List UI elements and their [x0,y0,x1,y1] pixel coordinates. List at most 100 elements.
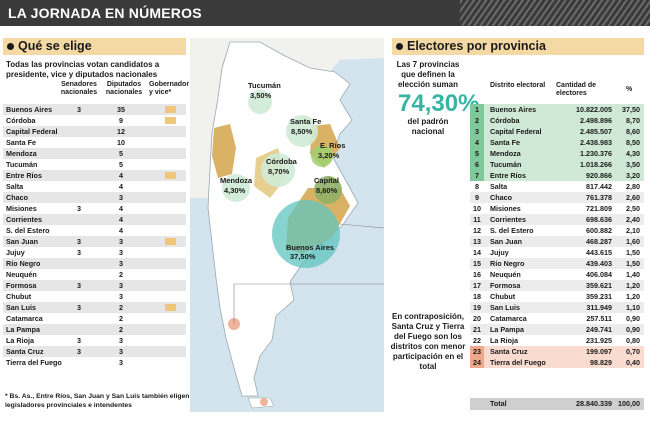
diputados-count: 4 [119,215,123,224]
map-label-value: 37,50% [290,252,316,261]
col-header-pct: % [626,86,633,93]
elector-pct: 1,40 [626,270,640,279]
province-name: Chaco [6,193,28,202]
table-row: Capital Federal 12 [3,126,186,137]
rank-number: 14 [473,248,481,257]
diputados-count: 2 [119,325,123,334]
total-label: Total [490,399,507,408]
elector-pct: 0,70 [626,347,640,356]
elector-pct: 3,50 [626,160,640,169]
district-name: Mendoza [490,149,521,158]
page-title: LA JORNADA EN NÚMEROS [8,5,202,21]
elector-count: 98.829 [590,358,612,367]
district-name: Córdoba [490,116,520,125]
elector-pct: 0,90 [626,325,640,334]
diputados-count: 3 [119,347,123,356]
elector-pct: 8,70 [626,116,640,125]
table-row: S. del Estero 4 [3,225,186,236]
district-name: Corrientes [490,215,526,224]
table-row: 6 Tucumán 1.018.266 3,50 [470,159,644,170]
elector-pct: 2,50 [626,204,640,213]
connector-line [233,283,384,324]
elector-count: 817.442 [586,182,612,191]
senadores-count: 3 [77,248,81,257]
table-row: Córdoba 9 [3,115,186,126]
province-name: Salta [6,182,24,191]
col-header-distrito: Distrito electoral [490,82,546,89]
table-row: 7 Entre Ríos 920.866 3,20 [470,170,644,181]
elector-count: 231.925 [586,336,612,345]
diputados-count: 3 [119,248,123,257]
table-row: Buenos Aires 3 35 [3,104,186,115]
map-label-name: Buenos Aires [286,243,334,252]
table-row: 9 Chaco 761.378 2,60 [470,192,644,203]
map-label-value: 3,50% [250,91,272,100]
table-row: Santa Fe 10 [3,137,186,148]
province-name: San Luis [6,303,36,312]
rank-number: 18 [473,292,481,301]
big-percentage: 74,30% [398,90,480,117]
table-row: 15 Río Negro 439.403 1,50 [470,258,644,269]
table-row: Mendoza 5 [3,148,186,159]
elector-pct: 8,50 [626,138,640,147]
table-row: 4 Santa Fe 2.438.983 8,50 [470,137,644,148]
table-row: 17 Formosa 359.621 1,20 [470,280,644,291]
diputados-count: 3 [119,336,123,345]
col-header-cantidad: Cantidad de electores [556,82,597,97]
senadores-count: 3 [77,336,81,345]
cordoba-circle [261,153,295,187]
table-row: San Luis 3 2 [3,302,186,313]
elector-pct: 0,80 [626,336,640,345]
table-row: 1 Buenos Aires 10.822.005 37,50 [470,104,644,115]
rank-number: 2 [470,115,484,126]
district-name: San Juan [490,237,522,246]
diputados-count: 35 [117,105,125,114]
diputados-count: 4 [119,204,123,213]
total-count: 28.840.339 [576,399,612,408]
elector-pct: 2,60 [626,193,640,202]
table-row: Formosa 3 3 [3,280,186,291]
table-row: Jujuy 3 3 [3,247,186,258]
diputados-count: 3 [119,193,123,202]
table-row: La Rioja 3 3 [3,335,186,346]
rank-number: 16 [473,270,481,279]
map-label-value: 4,30% [224,186,246,195]
table-row: 8 Salta 817.442 2,80 [470,181,644,192]
elector-pct: 3,20 [626,171,640,180]
rank-number: 12 [473,226,481,235]
rank-number: 17 [473,281,481,290]
senadores-count: 3 [77,237,81,246]
elector-pct: 1,50 [626,259,640,268]
district-name: S. del Estero [490,226,534,235]
senadores-count: 3 [77,281,81,290]
district-name: Tucumán [490,160,522,169]
rank-number: 10 [473,204,481,213]
table-row: 10 Misiones 721.809 2,50 [470,203,644,214]
diputados-count: 3 [119,292,123,301]
elector-pct: 1,20 [626,292,640,301]
argentina-map: Tucumán 3,50% Santa Fe 8,50% E. Ríos 3,2… [190,38,384,412]
diputados-count: 12 [117,127,125,136]
map-label-name: Mendoza [220,176,253,185]
district-name: Neuquén [490,270,521,279]
elector-count: 443.615 [586,248,612,257]
lead-text-2: del padrón nacional [407,117,449,136]
province-name: Formosa [6,281,37,290]
province-name: Jujuy [6,248,25,257]
map-label-value: 3,20% [318,151,340,160]
table-row: 14 Jujuy 443.615 1,50 [470,247,644,258]
bullet-icon [7,43,14,50]
elector-pct: 4,30 [626,149,640,158]
rank-number: 4 [470,137,484,148]
table-row: 19 San Luis 311.949 1,10 [470,302,644,313]
rank-number: 15 [473,259,481,268]
mendoza-circle [222,174,250,202]
elector-pct: 1,10 [626,303,640,312]
senadores-count: 3 [77,204,81,213]
map-label-name: Córdoba [266,157,298,166]
elector-pct: 2,10 [626,226,640,235]
district-name: Tierra del Fuego [490,358,546,367]
map-svg: Tucumán 3,50% Santa Fe 8,50% E. Ríos 3,2… [190,38,384,409]
district-name: Santa Fe [490,138,520,147]
table-row: 22 La Rioja 231.925 0,80 [470,335,644,346]
